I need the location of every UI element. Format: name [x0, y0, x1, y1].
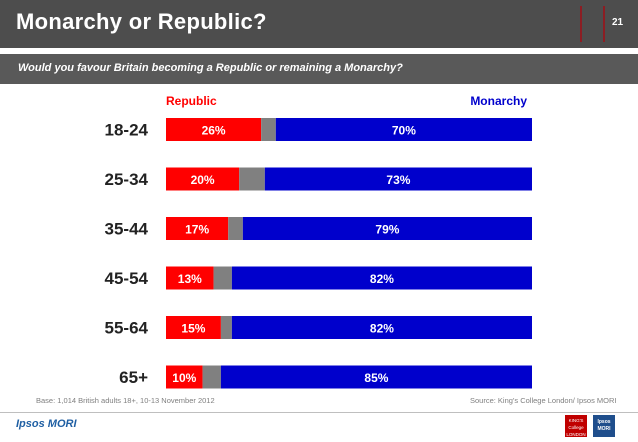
footer-divider — [0, 412, 638, 413]
category-label: 35-44 — [105, 220, 149, 239]
bar-segment — [166, 266, 214, 290]
bar-segment — [166, 167, 240, 191]
source-note: Source: King's College London/ Ipsos MOR… — [470, 396, 617, 405]
bar-segment — [166, 217, 229, 240]
category-label: 25-34 — [105, 170, 149, 189]
stacked-bar-chart: Republic Monarchy 18-24 26% 70% 25-34 20% 73% 35… — [105, 94, 533, 389]
bar-segment — [166, 365, 203, 389]
bar-segment — [275, 118, 532, 141]
header-bar: Monarchy or Republic? 21 — [0, 0, 638, 48]
kcl-logo: KING'S College LONDON — [565, 415, 587, 437]
ipsos-logo: Ipsos MORI — [593, 415, 615, 437]
category-label: 65+ — [119, 368, 148, 387]
bar-segment — [231, 316, 532, 339]
bar-segment — [264, 167, 532, 191]
header-divider — [580, 6, 582, 42]
data-label: 82% — [370, 272, 394, 286]
bar-segment — [220, 316, 232, 339]
ipsos-mori-brand: Ipsos MORI — [16, 418, 77, 430]
data-label: 15% — [181, 322, 205, 336]
header-divider — [603, 6, 605, 42]
category-label: 18-24 — [105, 121, 149, 140]
bar-segment — [231, 266, 532, 290]
bar-segment — [166, 316, 221, 339]
bar-segment — [166, 118, 262, 141]
bar-segment — [242, 217, 533, 240]
bar-segment — [239, 167, 265, 191]
data-label: 85% — [364, 371, 388, 385]
category-label: 55-64 — [105, 319, 149, 338]
data-label: 82% — [370, 322, 394, 336]
data-label: 13% — [178, 272, 202, 286]
page-title: Monarchy or Republic? — [16, 9, 267, 34]
question-bar: Would you favour Britain becoming a Repu… — [0, 54, 638, 84]
question-text: Would you favour Britain becoming a Repu… — [18, 62, 403, 74]
data-label: 17% — [185, 223, 209, 237]
base-note: Base: 1,014 British adults 18+, 10-13 No… — [36, 396, 215, 405]
data-label: 79% — [375, 223, 399, 237]
bar-segment — [213, 266, 232, 290]
data-label: 70% — [392, 124, 416, 138]
bar-segment — [220, 365, 532, 389]
data-label: 73% — [386, 173, 410, 187]
data-label: 26% — [202, 124, 226, 138]
legend-republic: Republic — [166, 94, 217, 108]
category-label: 45-54 — [105, 269, 149, 288]
bar-segment — [228, 217, 243, 240]
legend-monarchy: Monarchy — [470, 94, 527, 108]
bar-segment — [261, 118, 276, 141]
bar-segment — [202, 365, 221, 389]
page-number: 21 — [612, 17, 624, 28]
data-label: 10% — [172, 371, 196, 385]
data-label: 20% — [191, 173, 215, 187]
